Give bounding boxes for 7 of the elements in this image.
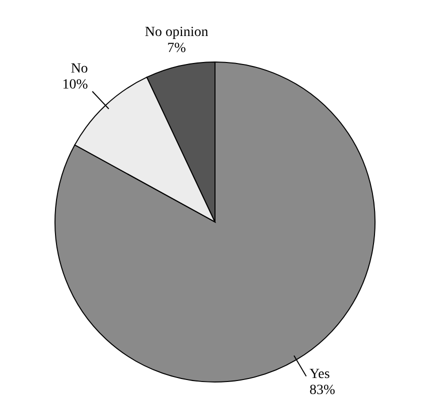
slice-label: No opinion [144,25,208,40]
data-label: 7% [167,41,186,56]
data-label: 83% [309,382,336,398]
data-label: 10% [62,78,88,93]
pie-slice [54,62,376,382]
slice-label: Yes [309,366,330,382]
slice-label: No [70,62,88,77]
